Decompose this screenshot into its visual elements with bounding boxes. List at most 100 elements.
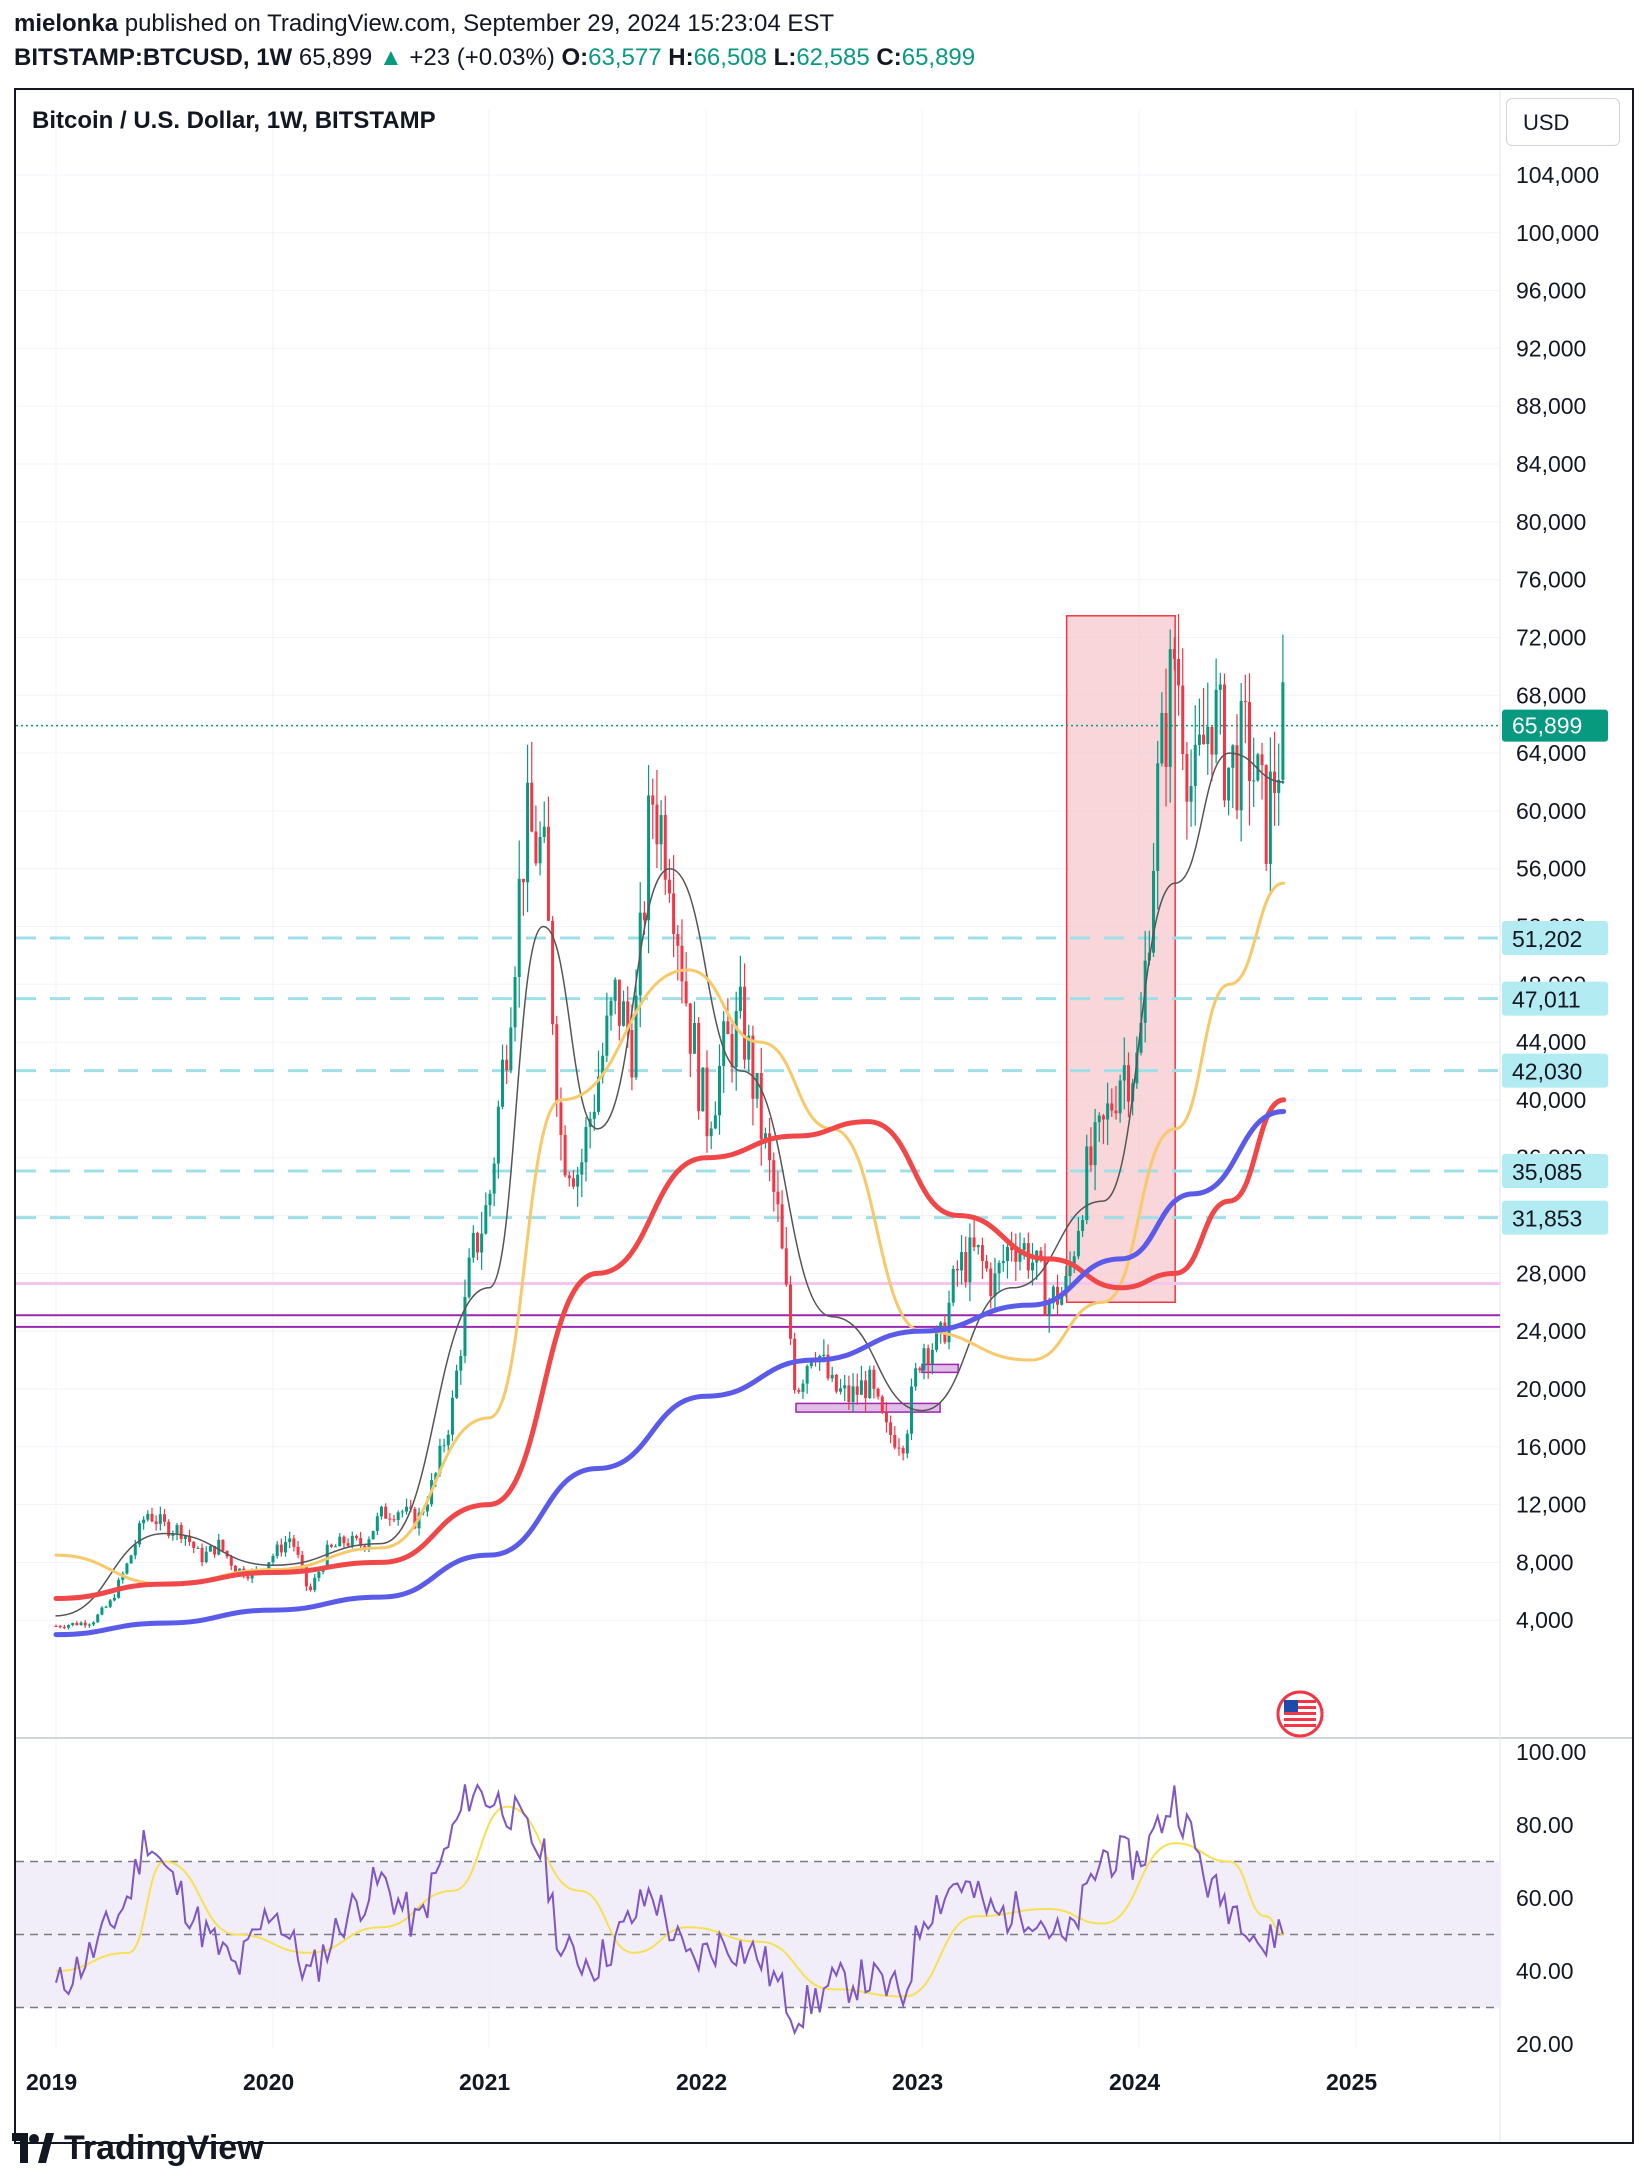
symbol-bar: BITSTAMP:BTCUSD, 1W 65,899 ▲ +23 (+0.03%…	[14, 44, 975, 72]
candle-body	[784, 1248, 788, 1285]
tradingview-logo[interactable]: TradingView	[12, 2126, 264, 2170]
candle-body	[985, 1260, 989, 1269]
candle-body	[747, 1035, 751, 1060]
candle-body	[196, 1547, 200, 1549]
candle-body	[655, 804, 659, 845]
candle-body	[559, 1102, 563, 1135]
candle-body	[864, 1380, 868, 1399]
y-tick-label: 84,000	[1516, 451, 1586, 477]
candle-body	[75, 1622, 79, 1626]
candle-body	[179, 1525, 183, 1539]
candle-body	[79, 1622, 83, 1626]
candle-body	[580, 1162, 584, 1175]
candle-body	[951, 1268, 955, 1303]
candle-body	[171, 1533, 175, 1536]
candle-body	[71, 1622, 75, 1626]
candle-body	[780, 1204, 784, 1249]
candle-body	[284, 1542, 288, 1553]
author-name[interactable]: mielonka	[14, 10, 119, 37]
x-tick-label: 2023	[892, 2069, 943, 2095]
candle-body	[279, 1544, 283, 1553]
candle-body	[380, 1506, 383, 1517]
y-tick-label: 76,000	[1516, 567, 1586, 593]
candle-body	[509, 1027, 513, 1071]
candle-body	[496, 1106, 500, 1164]
candle-body	[880, 1396, 884, 1413]
candle-body	[584, 1126, 588, 1163]
candle-body	[338, 1536, 342, 1547]
candle-body	[434, 1473, 438, 1481]
candle-body	[221, 1539, 225, 1551]
tradingview-logo-text: TradingView	[64, 2128, 264, 2167]
candle-body	[488, 1193, 492, 1206]
us-flag-icon	[1276, 1690, 1324, 1738]
y-tick-label: 64,000	[1516, 740, 1586, 766]
candle-body	[930, 1349, 934, 1365]
candle-body	[54, 1625, 58, 1627]
candle-body	[296, 1546, 300, 1555]
candle-body	[350, 1535, 354, 1546]
candle-body	[889, 1422, 893, 1436]
candle-body	[317, 1571, 321, 1578]
chart-frame	[14, 88, 1634, 2144]
candle-body	[809, 1361, 813, 1367]
candle-body	[1081, 1220, 1085, 1231]
y-tick-label: 56,000	[1516, 856, 1586, 882]
candle-body	[1235, 745, 1239, 811]
candle-body	[467, 1257, 471, 1298]
candle-body	[914, 1368, 918, 1387]
open-label: O:	[561, 44, 589, 71]
candle-body	[947, 1302, 951, 1343]
candle-body	[62, 1627, 66, 1629]
candle-body	[855, 1386, 859, 1395]
candle-body	[980, 1245, 984, 1261]
candle-body	[1085, 1146, 1089, 1221]
y-tick-label: 20,000	[1516, 1376, 1586, 1402]
candle-body	[1005, 1246, 1009, 1262]
candle-body	[647, 795, 651, 921]
candle-body	[676, 933, 680, 946]
last-price-label: 65,899	[1512, 713, 1582, 739]
candle-body	[183, 1535, 187, 1539]
candle-body	[1231, 745, 1235, 768]
y-tick-label: 80,000	[1516, 509, 1586, 535]
candle-body	[334, 1546, 338, 1548]
candle-body	[1264, 765, 1268, 864]
candle-body	[613, 979, 617, 1001]
candle-body	[1060, 1292, 1064, 1305]
candle-body	[271, 1556, 275, 1563]
candle-body	[1101, 1115, 1105, 1120]
candle-body	[480, 1233, 484, 1253]
candle-body	[217, 1539, 221, 1555]
candle-body	[1193, 744, 1197, 787]
candle-body	[1268, 771, 1272, 864]
candle-body	[1164, 712, 1168, 767]
candle-body	[759, 1072, 763, 1140]
candle-body	[292, 1538, 296, 1547]
candle-body	[1114, 1110, 1118, 1114]
candle-body	[213, 1546, 217, 1555]
candle-body	[459, 1355, 463, 1371]
level-label-bg	[1502, 1200, 1608, 1235]
candle-body	[1097, 1115, 1101, 1123]
y-tick-label: 100,000	[1516, 220, 1599, 246]
candle-body	[1185, 754, 1189, 802]
candle-body	[142, 1519, 146, 1524]
candle-body	[1260, 754, 1264, 766]
candle-body	[455, 1370, 459, 1398]
moving-average-line	[53, 1108, 1287, 1638]
price-change: +23 (+0.03%)	[409, 44, 555, 71]
currency-button[interactable]: USD	[1506, 98, 1620, 146]
candle-body	[692, 1022, 696, 1054]
candle-body	[384, 1506, 388, 1519]
candle-body	[446, 1434, 450, 1446]
candle-body	[1214, 689, 1218, 755]
candle-body	[200, 1547, 204, 1563]
candle-body	[1051, 1286, 1055, 1304]
flag-stripe	[1284, 1724, 1316, 1727]
level-label: 47,011	[1512, 987, 1581, 1013]
candle-body	[901, 1448, 905, 1454]
x-tick-label: 2024	[1109, 2069, 1160, 2095]
candle-body	[672, 893, 676, 934]
